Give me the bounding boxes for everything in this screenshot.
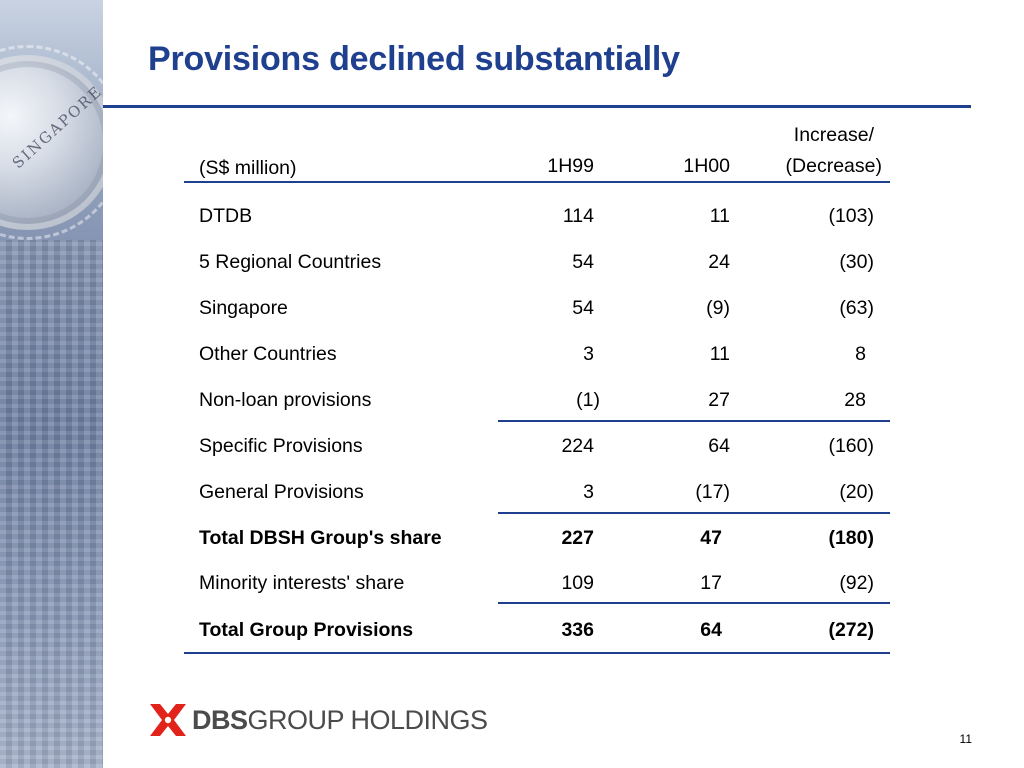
row-change: 28 bbox=[844, 389, 866, 411]
decorative-coin-banner: SINGAPORE bbox=[0, 0, 103, 768]
row-1h99: 227 bbox=[561, 527, 594, 549]
row-change: (272) bbox=[828, 619, 874, 641]
row-label: Minority interests' share bbox=[199, 572, 405, 594]
row-1h00: 11 bbox=[709, 205, 730, 227]
row-1h00: 27 bbox=[708, 389, 730, 411]
subtotal-rule bbox=[498, 602, 890, 604]
row-change: (180) bbox=[828, 527, 874, 549]
row-change: (20) bbox=[839, 481, 874, 503]
row-label: DTDB bbox=[199, 205, 253, 227]
dbs-logo: DBSGROUP HOLDINGS bbox=[148, 700, 488, 740]
slide-title: Provisions declined substantially bbox=[148, 40, 680, 78]
logo-brand: DBS bbox=[192, 704, 248, 735]
row-1h00: 17 bbox=[700, 572, 722, 594]
header-1h99: 1H99 bbox=[547, 155, 594, 177]
subtotal-rule bbox=[498, 420, 890, 422]
header-unit-label: (S$ million) bbox=[199, 157, 297, 179]
row-change: (30) bbox=[839, 251, 874, 273]
row-label: Other Countries bbox=[199, 343, 337, 365]
header-increase-line1: Increase/ bbox=[793, 124, 874, 146]
table-bottom-rule bbox=[184, 652, 890, 654]
row-change: (63) bbox=[839, 297, 874, 319]
row-1h99: 54 bbox=[572, 251, 594, 273]
logo-wordmark: DBSGROUP HOLDINGS bbox=[192, 705, 488, 736]
row-label: Total DBSH Group's share bbox=[199, 527, 442, 549]
row-change: (92) bbox=[839, 572, 874, 594]
coin-image bbox=[0, 55, 103, 230]
subtotal-rule bbox=[498, 512, 890, 514]
row-1h99: 3 bbox=[583, 481, 594, 503]
row-1h99: 336 bbox=[561, 619, 594, 641]
row-1h99: 109 bbox=[561, 572, 594, 594]
page-number: 11 bbox=[959, 732, 972, 746]
row-1h00: (17) bbox=[695, 481, 730, 503]
title-underline bbox=[103, 105, 971, 108]
row-1h99: 114 bbox=[562, 205, 594, 227]
row-1h00: 24 bbox=[708, 251, 730, 273]
row-label: Non-loan provisions bbox=[199, 389, 372, 411]
row-change: 8 bbox=[855, 343, 866, 365]
row-1h00: 64 bbox=[708, 435, 730, 457]
row-1h99: 3 bbox=[583, 343, 594, 365]
row-1h00: 47 bbox=[700, 527, 722, 549]
row-label: Singapore bbox=[199, 297, 288, 319]
row-label: 5 Regional Countries bbox=[199, 251, 382, 273]
row-label: Total Group Provisions bbox=[199, 619, 414, 641]
row-1h00: (9) bbox=[706, 297, 730, 319]
row-change: (160) bbox=[828, 435, 874, 457]
header-decrease-line2: (Decrease) bbox=[785, 155, 882, 177]
row-1h00: 64 bbox=[700, 619, 722, 641]
row-label: General Provisions bbox=[199, 481, 364, 503]
dbs-star-icon bbox=[150, 704, 186, 736]
header-1h00: 1H00 bbox=[683, 155, 730, 177]
background-texture bbox=[0, 240, 103, 768]
row-1h00: 11 bbox=[709, 343, 730, 365]
row-1h99: 224 bbox=[561, 435, 594, 457]
row-1h99: (1) bbox=[576, 389, 600, 411]
row-label: Specific Provisions bbox=[199, 435, 363, 457]
logo-tail: GROUP HOLDINGS bbox=[247, 704, 489, 735]
header-rule bbox=[184, 181, 890, 183]
row-change: (103) bbox=[828, 205, 874, 227]
row-1h99: 54 bbox=[572, 297, 594, 319]
